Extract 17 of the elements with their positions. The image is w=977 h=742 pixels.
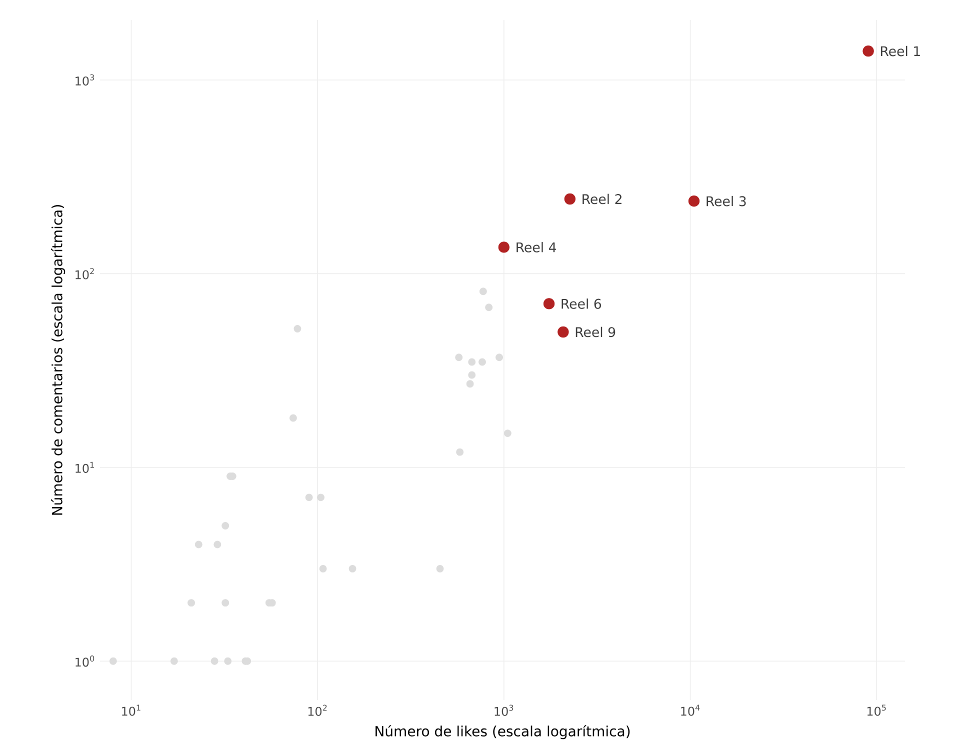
y-tick-label: 10$^{1}$ — [76, 462, 94, 473]
annotation: Reel 2 — [582, 194, 622, 204]
x-tick-label: 10$^{5}$ — [867, 704, 886, 716]
x-tick-label: 10$^{4}$ — [681, 704, 700, 716]
annotation: Reel 6 — [562, 298, 602, 309]
annotation: Reel 9 — [576, 326, 616, 338]
x-tick-label: 10$^{2}$ — [308, 704, 327, 716]
x-tick-label: 10$^{3}$ — [494, 704, 514, 716]
annotation: Reel 3 — [706, 196, 746, 206]
annotation: Reel 4 — [516, 242, 556, 252]
x-axis-title: Número de likes (escala logarítmica) — [376, 725, 630, 740]
y-tick-label: 10$^{3}$ — [76, 74, 94, 86]
annotation: Reel 1 — [880, 46, 920, 56]
y-axis-title: Número de comentarios (escala logarítmica) — [51, 205, 66, 515]
y-tick-label: 10$^{2}$ — [76, 268, 94, 280]
x-tick-label: 10$^{1}$ — [122, 704, 140, 716]
y-tick-label: 10$^{0}$ — [76, 656, 94, 667]
